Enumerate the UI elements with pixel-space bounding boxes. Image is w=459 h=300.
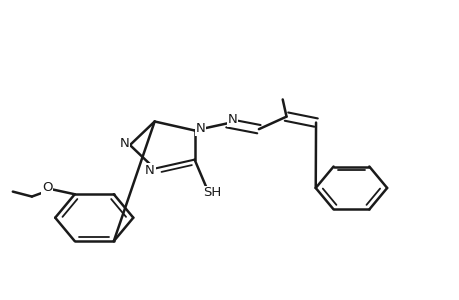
Text: SH: SH bbox=[203, 187, 221, 200]
Text: N: N bbox=[196, 122, 205, 135]
Text: O: O bbox=[42, 181, 52, 194]
Text: N: N bbox=[119, 137, 129, 150]
Text: N: N bbox=[145, 164, 154, 177]
Text: N: N bbox=[227, 113, 237, 126]
